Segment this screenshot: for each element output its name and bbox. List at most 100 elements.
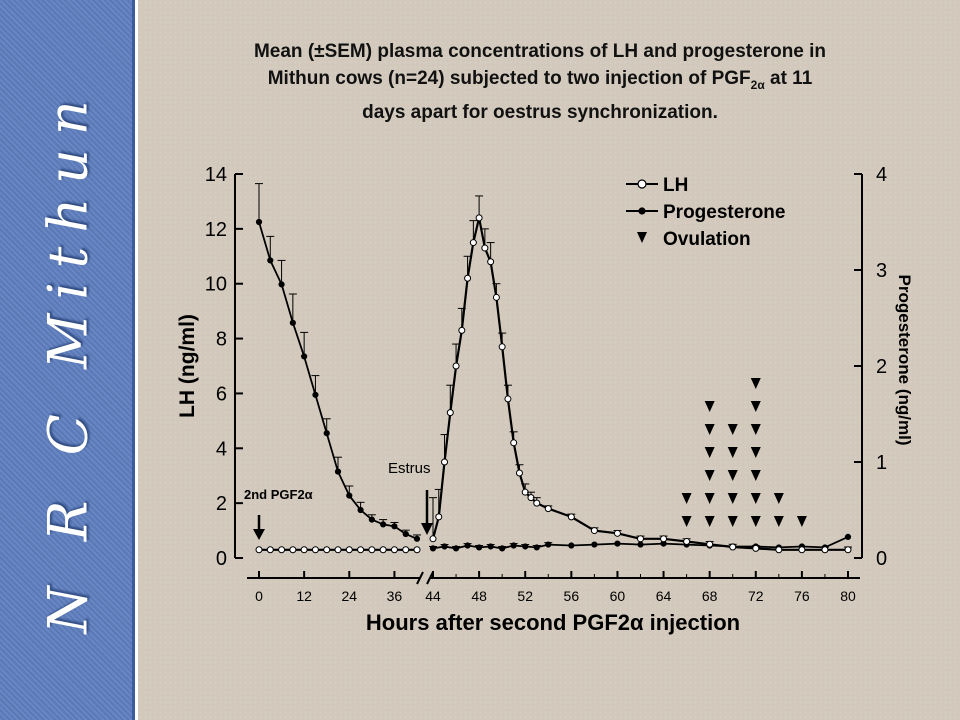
progesterone-point: [368, 516, 375, 523]
progesterone-point: [533, 544, 540, 551]
title-line-1: Mean (±SEM) plasma concentrations of LH …: [253, 41, 827, 62]
x-tick-label: 12: [296, 588, 312, 604]
lh-point: [413, 546, 421, 554]
x-axis-label: Hours after second PGF2α injection: [366, 610, 740, 635]
left-axis-label: LH (ng/ml): [176, 314, 199, 418]
x-tick-label: 56: [564, 588, 580, 604]
ovulation-marker: [750, 401, 761, 412]
slide-title: Mean (±SEM) plasma concentrations of LH …: [150, 38, 930, 126]
lh-point: [469, 239, 477, 247]
progesterone-point: [510, 542, 517, 549]
lh-point: [567, 513, 575, 521]
progesterone-point: [334, 468, 342, 475]
left-tick-label: 14: [205, 164, 227, 186]
lh-point: [323, 546, 331, 554]
chart-series: [255, 183, 852, 554]
progesterone-point: [255, 218, 263, 226]
lh-point: [544, 505, 552, 513]
x-tick-label: 64: [656, 588, 672, 604]
ovulation-marker: [773, 516, 784, 527]
legend-marker: [637, 179, 647, 189]
ovulation-marker: [727, 447, 738, 458]
progesterone-point: [568, 542, 575, 549]
left-tick-label: 8: [216, 329, 227, 351]
progesterone-point: [323, 430, 330, 437]
x-tick-label: 60: [610, 588, 626, 604]
lh-point: [590, 527, 598, 535]
ovulation-marker: [750, 493, 761, 504]
right-tick-label: 2: [876, 356, 887, 378]
lh-point: [706, 540, 714, 548]
legend-label: LH: [663, 175, 688, 196]
left-tick-label: 10: [205, 274, 227, 296]
ovulation-marker: [750, 424, 761, 435]
x-tick-label: 52: [517, 588, 533, 604]
left-tick-label: 2: [216, 493, 227, 515]
ovulation-marker: [704, 493, 715, 504]
lh-point: [475, 214, 483, 222]
x-tick-label: 72: [748, 588, 764, 604]
lh-point: [613, 529, 621, 537]
lh-point: [446, 409, 454, 417]
sidebar: N R C Mithun: [0, 0, 135, 720]
progesterone-point: [267, 257, 274, 264]
lh-point: [821, 546, 829, 554]
lh-point: [464, 274, 472, 282]
title-line-2-sub: 2α: [750, 77, 765, 92]
lh-point: [481, 244, 489, 252]
ovulation-marker: [704, 401, 715, 412]
ovulation-marker: [681, 516, 692, 527]
lh-point: [660, 535, 668, 543]
progesterone-point: [413, 535, 421, 542]
ovulation-marker: [704, 424, 715, 435]
progesterone-point: [357, 506, 364, 514]
annotation-arrow-head: [421, 523, 433, 535]
lh-point: [255, 546, 263, 554]
progesterone-point: [545, 541, 552, 548]
lh-point: [402, 546, 410, 554]
lh-point: [368, 546, 376, 554]
progesterone-point: [312, 391, 319, 398]
lh-point: [515, 469, 523, 477]
lh-point: [334, 546, 342, 554]
lh-point: [289, 546, 297, 554]
right-axis-label: Progesterone (ng/ml): [895, 275, 914, 446]
x-tick-label: 80: [840, 588, 856, 604]
progesterone-point: [289, 319, 296, 326]
progesterone-point: [278, 281, 285, 288]
progesterone-point: [487, 543, 494, 550]
chart-legend: LH Progesterone Ovulation: [626, 175, 785, 250]
lh-point: [798, 546, 806, 554]
lh-point: [492, 293, 500, 301]
ovulation-marker: [681, 493, 692, 504]
lh-point: [278, 546, 286, 554]
legend-label: Progesterone: [663, 202, 785, 223]
progesterone-point: [522, 543, 529, 550]
progesterone-point: [637, 541, 644, 548]
slide-background: [138, 0, 960, 720]
lh-point: [775, 546, 783, 554]
ovulation-marker: [727, 493, 738, 504]
progesterone-point: [591, 541, 598, 548]
lh-point: [752, 544, 760, 552]
lh-point: [311, 546, 319, 554]
ovulation-marker: [750, 516, 761, 527]
lh-point: [379, 546, 387, 554]
ovulation-marker: [727, 424, 738, 435]
progesterone-point: [441, 543, 448, 550]
ovulation-marker: [750, 378, 761, 389]
lh-point: [510, 439, 518, 447]
left-tick-label: 4: [216, 438, 227, 460]
right-tick-label: 1: [876, 452, 887, 474]
lh-point: [429, 535, 437, 543]
lh-point: [345, 546, 353, 554]
ovulation-marker: [773, 493, 784, 504]
progesterone-point: [499, 545, 506, 552]
right-tick-label: 4: [876, 164, 887, 186]
title-line-2-pre: Mithun cows (n=24) subjected to two inje…: [267, 68, 751, 89]
annotation-arrow-head: [253, 529, 265, 540]
lh-point: [390, 546, 398, 554]
ovulation-marker: [750, 447, 761, 458]
ovulation-markers: [681, 378, 807, 527]
progesterone-point: [476, 544, 483, 551]
